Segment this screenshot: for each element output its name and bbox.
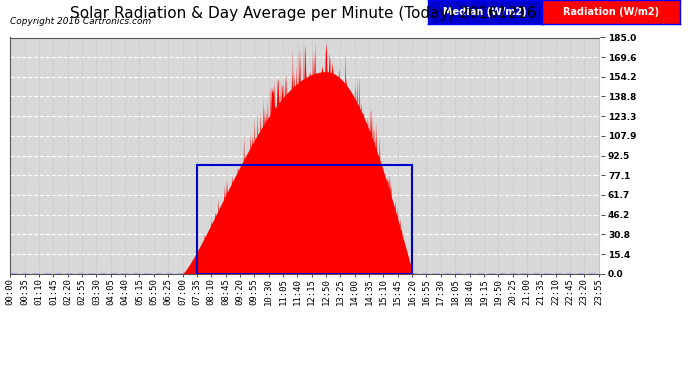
Text: Median (W/m2): Median (W/m2) xyxy=(443,7,526,17)
Text: Radiation (W/m2): Radiation (W/m2) xyxy=(562,7,659,17)
Bar xyxy=(197,165,412,274)
Text: Copyright 2016 Cartronics.com: Copyright 2016 Cartronics.com xyxy=(10,17,152,26)
Text: Solar Radiation & Day Average per Minute (Today) 20161216: Solar Radiation & Day Average per Minute… xyxy=(70,6,537,21)
